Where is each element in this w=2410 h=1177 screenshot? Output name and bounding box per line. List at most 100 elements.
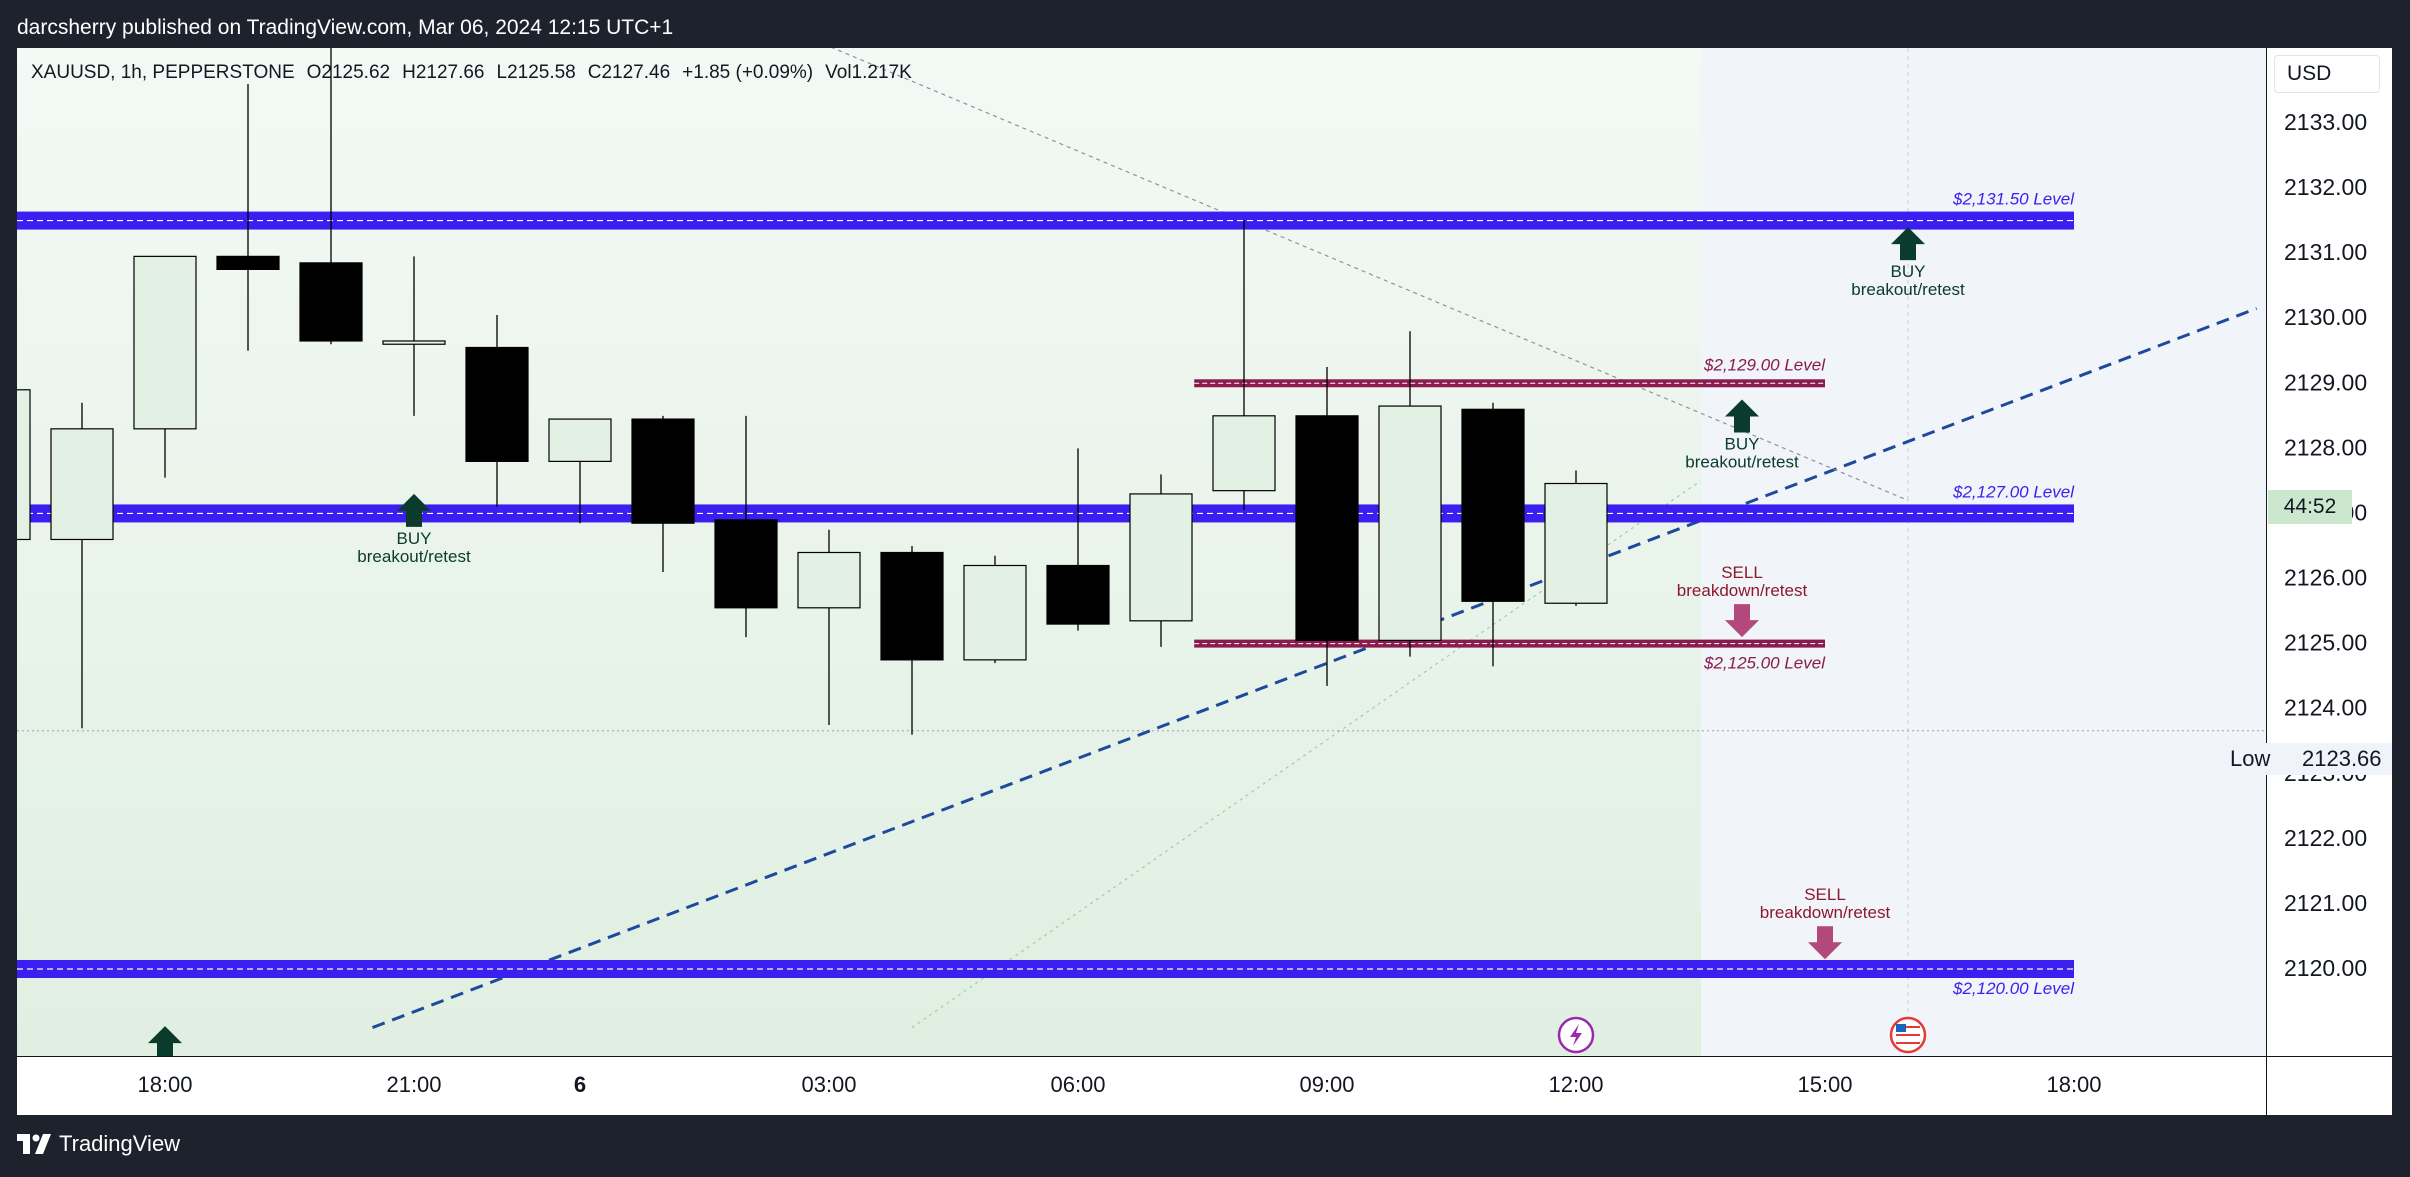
candle-13[interactable]	[963, 555, 1027, 664]
chart-frame[interactable]: $2,131.50 Level $2,127.00 Level $2,120.00 …	[17, 48, 2392, 1115]
price-tick-label: 2130.00	[2284, 304, 2367, 330]
candle-body	[714, 519, 778, 609]
tradingview-brand-text: TradingView	[59, 1131, 181, 1156]
candle-18[interactable]	[1378, 331, 1442, 657]
candle-4[interactable]	[216, 83, 280, 351]
candle-body	[1461, 408, 1525, 602]
currency-selector[interactable]: USD	[2274, 55, 2380, 93]
level-2131.5[interactable]: $2,131.50 Level	[17, 190, 2075, 230]
annotation-title: BUY	[1725, 435, 1760, 454]
buy-arrow-icon	[148, 1026, 182, 1056]
time-tick-label: 12:00	[1548, 1072, 1603, 1097]
axis-corner[interactable]	[2266, 1056, 2392, 1115]
candle-body	[17, 389, 31, 541]
annotation-subtitle: breakdown/retest	[1760, 903, 1891, 922]
candle-1[interactable]	[17, 351, 31, 592]
chart-canvas[interactable]: $2,131.50 Level $2,127.00 Level $2,120.00 …	[17, 48, 2266, 1056]
level-2129[interactable]: $2,129.00 Level	[1194, 355, 1826, 388]
bar-countdown-label: 44:52	[2268, 490, 2352, 524]
annotation-subtitle: breakout/retest	[1851, 280, 1965, 299]
candle-6[interactable]	[382, 256, 446, 416]
price-tick-label: 2128.00	[2284, 434, 2367, 460]
annotation-title: BUY	[397, 529, 432, 548]
price-axis[interactable]: 2120.002121.002122.002123.002124.002125.…	[2266, 48, 2392, 1056]
candle-body	[1046, 564, 1110, 625]
candle-8[interactable]	[548, 418, 612, 524]
annotation-subtitle: breakout/retest	[357, 547, 471, 566]
level-2120[interactable]: $2,120.00 Level	[17, 960, 2075, 998]
annotation-title: SELL	[1721, 563, 1763, 582]
candle-11[interactable]	[797, 529, 861, 725]
trend-line-1[interactable]	[371, 307, 2258, 1029]
candle-14[interactable]	[1046, 448, 1110, 631]
flag-canton	[1896, 1024, 1906, 1032]
price-tick-label: 2121.00	[2284, 890, 2367, 916]
price-tick-label: 2124.00	[2284, 695, 2367, 721]
annotation-subtitle: breakout/retest	[1685, 453, 1799, 472]
low-value: 2123.66	[2302, 746, 2382, 771]
candle-2[interactable]	[50, 402, 114, 729]
price-tick-label: 2133.00	[2284, 109, 2367, 135]
legend-volume: Vol1.217K	[825, 62, 912, 83]
candle-5[interactable]	[299, 48, 363, 345]
candle-body	[1129, 493, 1193, 622]
candle-body	[631, 418, 695, 524]
us-flag-icon[interactable]	[1889, 1016, 1927, 1054]
candle-10[interactable]	[714, 415, 778, 638]
lightning-glyph	[1570, 1024, 1582, 1046]
footer-bar: TradingView	[0, 1115, 2410, 1177]
flag-stripe	[1896, 1038, 1920, 1040]
candle-body	[50, 428, 114, 541]
candle-16[interactable]	[1212, 220, 1276, 511]
candle-15[interactable]	[1129, 474, 1193, 647]
buy-arrow-icon	[1725, 399, 1759, 433]
time-tick-label: 18:00	[137, 1072, 192, 1097]
tradingview-logo[interactable]: TradingView	[17, 1131, 180, 1157]
price-tick-label: 2126.00	[2284, 565, 2367, 591]
candle-body	[1544, 482, 1608, 604]
level-label: $2,127.00 Level	[1952, 482, 2075, 501]
legend-open: O2125.62	[306, 62, 391, 83]
candle-body	[382, 340, 446, 345]
low-price-tag: Low 2123.66	[2216, 743, 2392, 775]
candle-body	[1212, 415, 1276, 492]
price-tick-label: 2129.00	[2284, 369, 2367, 395]
legend-high: H2127.66	[402, 62, 485, 83]
level-label: $2,125.00 Level	[1703, 654, 1826, 673]
legend-change: +1.85 (+0.09%)	[682, 62, 814, 83]
publisher-text: darcsherry published on TradingView.com,…	[17, 16, 674, 39]
candle-body	[797, 551, 861, 609]
legend-symbol[interactable]: XAUUSD, 1h, PEPPERSTONE	[31, 62, 295, 83]
buy-arrow-icon	[1891, 227, 1925, 261]
candle-19[interactable]	[1461, 402, 1525, 667]
candle-3[interactable]	[133, 255, 197, 478]
time-axis[interactable]: 18:00 21:00 6 03:00 06:00 09:00 12:00 15:00 18:0…	[17, 1056, 2266, 1115]
flag-stripe	[1896, 1030, 1920, 1032]
sell-arrow-icon	[1808, 926, 1842, 960]
candle-body	[1378, 405, 1442, 641]
candle-20[interactable]	[1544, 470, 1608, 606]
annotation-buy-arrow-only-6[interactable]	[148, 1026, 182, 1056]
candle-12[interactable]	[880, 545, 944, 735]
ohlc-legend: XAUUSD, 1h, PEPPERSTONE O2125.62 H2127.66 L…	[31, 62, 924, 84]
candle-9[interactable]	[631, 415, 695, 573]
time-tick-label: 09:00	[1299, 1072, 1354, 1097]
price-tick-label: 2125.00	[2284, 630, 2367, 656]
level-2125[interactable]: $2,125.00 Level	[1194, 639, 1826, 673]
time-tick-label: 03:00	[801, 1072, 856, 1097]
level-band	[17, 504, 2074, 523]
price-tick-label: 2132.00	[2284, 174, 2367, 200]
legend-close: C2127.46	[587, 62, 671, 83]
publisher-bar: darcsherry published on TradingView.com,…	[0, 0, 2410, 48]
candle-body	[465, 346, 529, 462]
lightning-icon[interactable]	[1557, 1016, 1595, 1054]
legend-low: L2125.58	[496, 62, 576, 83]
candle-7[interactable]	[465, 314, 529, 507]
sell-arrow-icon	[1725, 604, 1759, 638]
candle-17[interactable]	[1295, 367, 1359, 686]
